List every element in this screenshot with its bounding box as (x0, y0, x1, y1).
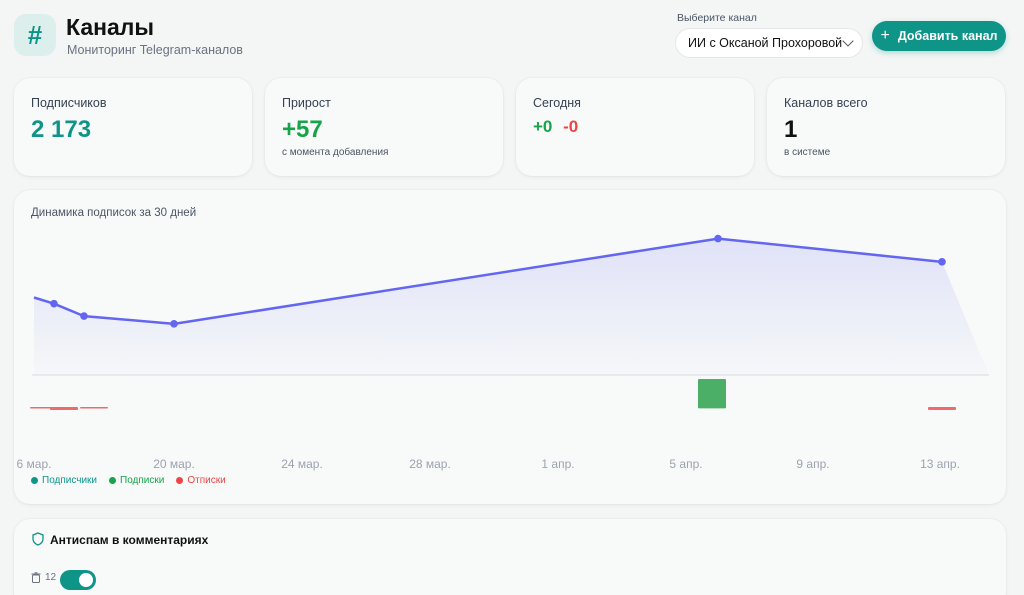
subscribers-point (170, 320, 178, 328)
chart-legend: Подписчики Подписки Отписки (31, 475, 226, 486)
legend-label: Отписки (187, 475, 226, 486)
legend-dot (31, 477, 38, 484)
legend-label: Подписчики (42, 475, 98, 486)
stat-label: Прирост (282, 96, 331, 110)
hash-icon: # (14, 14, 56, 56)
x-tick-label: 24 мар. (281, 457, 323, 471)
x-tick-label: 13 апр. (920, 457, 960, 471)
stat-today-values: +0 -0 (533, 117, 578, 137)
channel-select[interactable]: ИИ с Оксаной Прохоровой (675, 28, 863, 58)
chart-plot: 6 мар. 20 мар. 24 мар. 28 мар. 1 апр. 5 апр. 9… (17, 234, 989, 471)
stat-channels-total: Каналов всего 1 в системе (767, 78, 1005, 176)
stat-growth: Прирост +57 с момента добавления (265, 78, 503, 176)
subscribers-point (938, 258, 946, 266)
subscriptions-bar (698, 379, 726, 409)
add-channel-label: Добавить канал (897, 29, 998, 43)
stat-value: +57 (282, 116, 323, 143)
stat-subscribers: Подписчиков 2 173 (14, 78, 252, 176)
line-area (34, 238, 989, 375)
antispam-title: Антиспам в комментариях (50, 533, 209, 547)
stat-today: Сегодня +0 -0 (516, 78, 754, 176)
legend-dot (109, 477, 117, 484)
subscribers-point (50, 299, 58, 308)
trash-counter: 12 (31, 572, 56, 583)
x-tick-label: 5 апр. (669, 457, 702, 471)
unsubscriptions-bar (80, 407, 108, 409)
x-tick-label: 9 апр. (796, 457, 829, 471)
chart-title: Динамика подписок за 30 дней (31, 207, 197, 219)
unsubscriptions-bar (50, 407, 78, 410)
trash-count: 12 (45, 572, 57, 583)
plus-icon: + (880, 27, 890, 44)
legend-dot (176, 477, 184, 484)
stat-note: с момента добавления (282, 147, 389, 158)
stat-value: 1 (784, 116, 798, 143)
page-title: Каналы (66, 14, 155, 40)
stat-note: в системе (784, 147, 831, 158)
stat-label: Сегодня (533, 96, 581, 110)
add-channel-button[interactable]: + Добавить канал (872, 21, 1006, 51)
stat-label: Подписчиков (31, 96, 107, 110)
subscribers-point (714, 234, 722, 243)
x-tick-label: 28 мар. (409, 457, 451, 471)
page-header: # Каналы Мониторинг Telegram-каналов Выб… (14, 12, 1006, 62)
legend-item[interactable]: Отписки (176, 475, 226, 486)
shield-icon (32, 532, 44, 546)
x-tick-label: 1 апр. (541, 457, 574, 471)
stat-today-minus: -0 (563, 117, 579, 136)
stat-value: 2 173 (31, 116, 92, 143)
toggle-knob (79, 573, 93, 587)
legend-item[interactable]: Подписки (109, 475, 164, 486)
subscriptions-chart: Динамика подписок за 30 дней 6 мар. 20 ма… (14, 190, 1006, 504)
legend-label: Подписки (120, 475, 165, 486)
channel-select-label: Выберите канал (677, 12, 757, 24)
trash-icon (31, 572, 41, 583)
stat-today-plus: +0 (533, 117, 553, 136)
x-tick-label: 20 мар. (153, 457, 195, 471)
stat-label: Каналов всего (784, 96, 868, 110)
antispam-toggle[interactable] (60, 570, 96, 590)
subscribers-point (80, 312, 88, 320)
channel-select-value: ИИ с Оксаной Прохоровой (688, 36, 843, 50)
legend-item[interactable]: Подписчики (31, 475, 97, 486)
unsubscriptions-bar (928, 407, 956, 410)
page-subtitle: Мониторинг Telegram-каналов (67, 43, 243, 57)
antispam-card: Антиспам в комментариях 12 (14, 519, 1006, 595)
chevron-down-icon (842, 35, 854, 47)
x-tick-label: 6 мар. (17, 457, 52, 471)
